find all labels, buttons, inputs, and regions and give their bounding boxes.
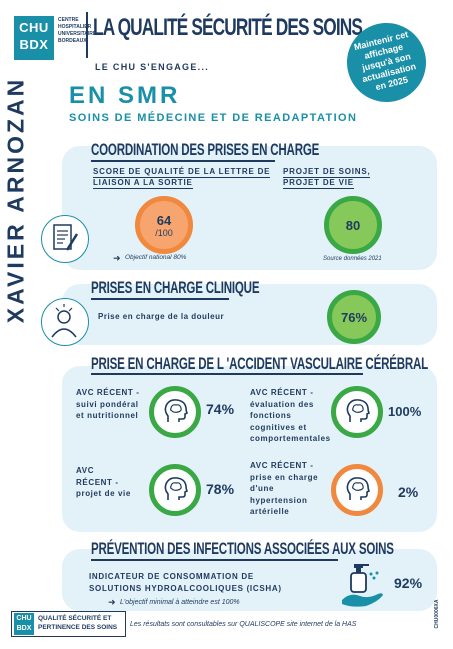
clinical-title-underline xyxy=(91,298,229,300)
coordination-title: COORDINATION DES PRISES EN CHARGE xyxy=(91,140,320,159)
pain-value: 76% xyxy=(340,309,368,325)
objective-note: Objectif national 80% xyxy=(125,254,187,261)
brain-head-icon xyxy=(164,477,189,500)
score-value: 64 xyxy=(156,212,172,228)
patient-in-pain-icon xyxy=(41,298,89,346)
project-circle: 80 xyxy=(324,196,382,254)
avc-item-1-label: AVC RÉCENT - suivi pondéral et nutrition… xyxy=(76,388,140,420)
score-label-text: SCORE DE QUALITÉ DE LA LETTRE DE LIAISON… xyxy=(93,167,271,189)
avc-item-4-value: 2% xyxy=(398,484,419,500)
avc-item-4-label: AVC RÉCENT - prise en charge d'une hyper… xyxy=(250,461,319,516)
infections-value: 92% xyxy=(394,575,423,591)
source-note: Source données 2021 xyxy=(323,256,382,262)
footer-logo-text-1: CHU xyxy=(16,615,32,622)
footer-note: Les résultats sont consultables sur QUAL… xyxy=(130,621,357,628)
avc-item-3-circle xyxy=(149,464,201,516)
avc-item-2-label: AVC RÉCENT - évaluation des fonctions co… xyxy=(250,388,331,443)
site-name: XAVIER ARNOZAN xyxy=(1,76,31,324)
pain-circle: 76% xyxy=(327,290,381,344)
page-subtitle: LE CHU S'ENGAGE... xyxy=(95,62,210,72)
infections-note: L'objectif minimal à atteindre est 100% xyxy=(120,599,240,606)
service-name: EN SMR xyxy=(69,82,181,109)
score-label: SCORE DE QUALITÉ DE LA LETTRE DE LIAISON… xyxy=(93,166,283,189)
coordination-title-underline xyxy=(91,160,275,162)
avc-item-3-label: AVC RÉCENT - projet de vie xyxy=(76,466,131,498)
chu-logo: CHU BDX xyxy=(14,16,54,60)
footer-code-text: CHU0006XA xyxy=(434,599,440,629)
avc-item-1-value: 74% xyxy=(206,401,235,417)
footer-code: CHU0006XA xyxy=(431,596,443,632)
logo-text-1: CHU xyxy=(19,20,49,35)
coordination-panel xyxy=(62,146,437,270)
avc-item-2-circle xyxy=(331,386,383,438)
footer-chu-logo: CHU BDX xyxy=(14,613,34,635)
arrow-icon: ➜ xyxy=(108,597,116,607)
logo-text-2: BDX xyxy=(19,37,49,52)
clinical-title: PRISES EN CHARGE CLINIQUE xyxy=(91,278,260,297)
site-name-text: XAVIER ARNOZAN xyxy=(2,76,29,324)
project-label: PROJET DE SOINS, PROJET DE VIE xyxy=(283,166,403,189)
brain-head-icon xyxy=(164,399,189,422)
hand-sanitizer-icon xyxy=(338,562,386,610)
pain-label: Prise en charge de la douleur xyxy=(98,312,225,321)
document-pen-icon xyxy=(41,215,89,263)
score-denominator: /100 xyxy=(155,227,173,238)
page-title: LA QUALITÉ SÉCURITÉ DES SOINS xyxy=(93,14,363,41)
footer-logo-text-2: BDX xyxy=(16,625,32,632)
infections-title-underline xyxy=(91,559,338,561)
brain-head-icon xyxy=(346,477,371,500)
avc-item-1-circle xyxy=(149,386,201,438)
header-divider xyxy=(86,12,88,58)
avc-title-underline xyxy=(91,373,363,375)
project-label-text: PROJET DE SOINS, PROJET DE VIE xyxy=(283,167,371,189)
avc-title: PRISE EN CHARGE DE L 'ACCIDENT VASCULAIR… xyxy=(91,354,429,373)
indicator-label: INDICATEUR DE CONSOMMATION DE SOLUTIONS … xyxy=(89,572,282,593)
avc-item-3-value: 78% xyxy=(206,481,235,497)
score-circle: 64 /100 xyxy=(135,196,193,254)
logo-subtitle: CENTRE HOSPITALIER UNIVERSITAIRE BORDEAU… xyxy=(58,17,97,44)
project-value: 80 xyxy=(345,217,361,233)
service-full-name: SOINS DE MÉDECINE ET DE READAPTATION xyxy=(69,112,358,124)
brain-head-icon xyxy=(346,399,371,422)
notice-text: Maintenir cet affichage jusqu'à son actu… xyxy=(352,29,417,93)
arrow-icon: ➜ xyxy=(113,253,121,263)
avc-item-4-circle xyxy=(331,464,383,516)
footer-dept-line-2: PERTINENCE DES SOINS xyxy=(38,624,118,631)
infections-title: PRÉVENTION DES INFECTIONS ASSOCIÉES AUX … xyxy=(91,539,394,558)
avc-item-2-value: 100% xyxy=(388,404,422,419)
footer-dept-line-1: QUALITÉ SÉCURITÉ ET xyxy=(38,615,112,622)
footer-dept: QUALITÉ SÉCURITÉ ET PERTINENCE DES SOINS xyxy=(38,614,117,632)
